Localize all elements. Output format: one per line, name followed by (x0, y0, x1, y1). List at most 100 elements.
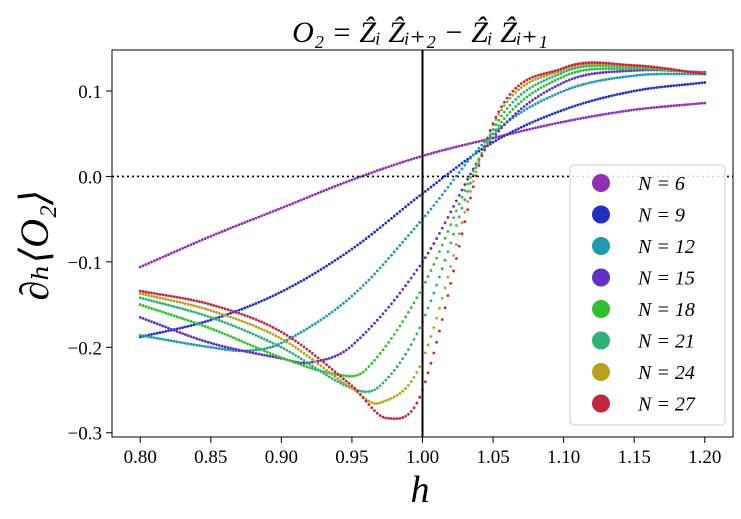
data-point (375, 386, 379, 390)
data-point (359, 389, 362, 393)
data-point (435, 316, 439, 320)
data-point (426, 251, 430, 255)
data-point (449, 146, 453, 150)
data-point (359, 175, 362, 179)
data-point (429, 269, 433, 272)
data-point (147, 319, 151, 322)
data-point (311, 273, 314, 277)
data-point (545, 74, 549, 77)
data-point (282, 347, 286, 351)
data-point (390, 164, 393, 168)
data-point (443, 221, 447, 225)
data-point (466, 182, 470, 186)
data-point (443, 306, 447, 310)
data-point (327, 312, 331, 316)
data-point (373, 230, 376, 234)
data-point (229, 348, 232, 352)
data-point (161, 297, 165, 300)
data-point (579, 69, 582, 73)
data-point (350, 374, 354, 378)
data-point (401, 287, 405, 291)
data-point (277, 344, 280, 348)
data-point (446, 230, 450, 233)
data-point (175, 295, 179, 299)
data-point (375, 411, 379, 415)
legend-label: N = 15 (637, 268, 695, 290)
data-point (183, 245, 187, 249)
x-tick-label: 1.15 (618, 447, 651, 468)
data-point (302, 364, 306, 368)
data-point (562, 89, 566, 93)
data-point (333, 354, 337, 358)
data-point (463, 198, 467, 202)
data-point (311, 351, 314, 355)
data-point (457, 202, 461, 206)
data-point (152, 300, 156, 303)
data-point (621, 109, 625, 113)
data-point (347, 297, 351, 300)
data-point (565, 73, 568, 77)
data-point (288, 342, 292, 346)
data-point (178, 306, 182, 310)
data-point (596, 71, 599, 75)
data-point (548, 113, 551, 117)
x-axis: 0.80 0.85 0.90 0.95 1.00 1.05 1.10 1.15 1.20 (124, 437, 721, 468)
data-point (373, 170, 376, 174)
x-tick-label: 0.90 (265, 447, 298, 468)
data-point (327, 262, 331, 266)
data-point (367, 172, 371, 176)
data-point (483, 140, 486, 144)
data-point (325, 363, 328, 367)
data-point (319, 318, 323, 322)
data-point (471, 141, 475, 145)
data-point (347, 382, 351, 385)
data-point (604, 112, 608, 116)
data-point (226, 346, 230, 349)
data-point (305, 353, 309, 357)
data-point (169, 339, 173, 343)
data-point (590, 99, 594, 103)
data-point (263, 347, 266, 351)
data-point (553, 74, 557, 78)
legend-label: N = 18 (637, 299, 695, 321)
data-point (686, 103, 690, 106)
data-point (395, 295, 399, 299)
data-point (251, 324, 255, 327)
data-point (500, 136, 503, 139)
data-point (217, 231, 221, 235)
data-point (305, 196, 309, 200)
data-point (212, 342, 216, 346)
data-point (189, 324, 193, 327)
data-point (474, 174, 478, 178)
data-point (339, 182, 343, 186)
data-point (607, 61, 611, 65)
data-point (449, 241, 453, 245)
data-point (308, 325, 311, 329)
data-point (274, 354, 278, 357)
data-point (517, 112, 520, 116)
data-point (536, 118, 540, 122)
data-point (161, 324, 165, 328)
data-point (141, 297, 145, 300)
data-point (596, 67, 599, 71)
data-point (246, 350, 249, 354)
data-point (246, 305, 249, 309)
data-point (392, 417, 396, 421)
data-point (167, 298, 170, 302)
data-point (364, 368, 368, 371)
data-point (155, 308, 159, 312)
data-point (248, 343, 252, 347)
data-point (260, 336, 263, 340)
data-point (395, 212, 399, 216)
data-point (514, 90, 518, 94)
data-point (169, 294, 173, 298)
data-point (404, 237, 407, 241)
data-point (305, 360, 309, 364)
data-point (240, 312, 244, 316)
data-point (220, 230, 224, 233)
data-point (440, 176, 444, 180)
data-point (279, 337, 283, 341)
data-point (217, 343, 221, 347)
data-point (692, 102, 695, 106)
data-point (387, 416, 391, 420)
